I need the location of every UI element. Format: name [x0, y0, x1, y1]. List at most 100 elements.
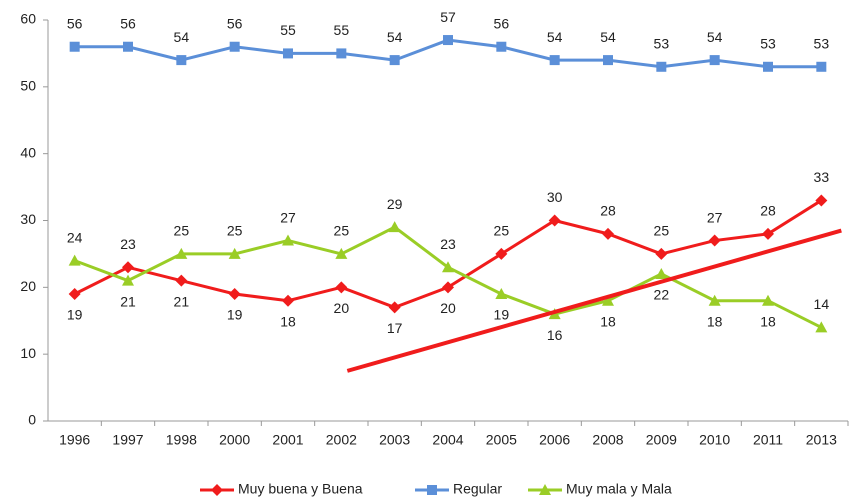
marker — [762, 294, 774, 306]
x-tick-label: 2005 — [486, 432, 517, 448]
marker — [763, 61, 773, 72]
data-label: 25 — [334, 223, 350, 239]
y-tick-label: 20 — [20, 278, 36, 294]
data-label: 24 — [67, 229, 83, 245]
y-tick-label: 40 — [20, 144, 36, 160]
marker — [655, 267, 668, 279]
marker — [708, 234, 721, 247]
y-tick-label: 30 — [20, 211, 36, 227]
data-label: 17 — [387, 320, 403, 336]
data-label: 30 — [547, 189, 563, 205]
data-label: 56 — [120, 15, 136, 31]
data-label: 14 — [814, 296, 830, 312]
x-tick-label: 2003 — [379, 432, 410, 448]
data-label: 25 — [174, 223, 190, 239]
x-tick-label: 2010 — [699, 432, 730, 448]
data-label: 25 — [227, 223, 243, 239]
marker — [762, 227, 774, 240]
marker — [388, 301, 401, 314]
data-label: 19 — [67, 307, 83, 323]
marker — [282, 294, 294, 307]
x-tick-label: 2008 — [592, 432, 623, 448]
marker — [69, 41, 80, 52]
marker — [123, 41, 133, 52]
marker — [175, 274, 188, 287]
y-tick-label: 0 — [28, 412, 36, 428]
marker — [282, 234, 294, 246]
x-tick-label: 2011 — [753, 432, 783, 448]
data-label: 55 — [280, 22, 296, 38]
marker — [495, 247, 508, 260]
marker — [548, 214, 561, 227]
marker — [283, 48, 293, 59]
data-label: 28 — [600, 203, 616, 219]
data-label: 57 — [440, 9, 456, 25]
data-label: 54 — [174, 29, 190, 45]
marker — [442, 281, 454, 294]
data-label: 54 — [387, 29, 403, 45]
marker — [816, 61, 827, 72]
marker — [656, 61, 667, 72]
data-label: 21 — [174, 293, 190, 309]
marker — [443, 35, 453, 46]
marker — [122, 274, 134, 286]
data-label: 18 — [760, 313, 776, 329]
marker — [708, 294, 721, 306]
marker — [335, 247, 348, 259]
data-label: 18 — [707, 313, 723, 329]
x-tick-label: 2002 — [326, 432, 357, 448]
marker — [603, 55, 613, 66]
marker — [176, 55, 187, 66]
data-label: 54 — [600, 29, 616, 45]
x-tick-label: 2004 — [432, 432, 463, 448]
data-label: 16 — [547, 327, 563, 343]
data-label: 19 — [494, 307, 510, 323]
x-tick-label: 2000 — [219, 432, 250, 448]
data-label: 18 — [600, 313, 616, 329]
marker — [709, 55, 720, 66]
marker — [211, 484, 223, 496]
marker — [815, 194, 828, 207]
marker — [228, 247, 241, 259]
marker — [68, 288, 81, 301]
marker — [68, 254, 81, 266]
data-label: 27 — [280, 209, 296, 225]
marker — [549, 55, 560, 66]
legend-label: Regular — [453, 481, 502, 497]
data-label: 28 — [760, 203, 776, 219]
marker — [495, 288, 508, 300]
data-label: 53 — [814, 35, 830, 51]
marker — [122, 261, 134, 274]
x-tick-label: 2009 — [646, 432, 677, 448]
data-label: 18 — [280, 313, 296, 329]
data-label: 33 — [814, 169, 830, 185]
data-label: 54 — [547, 29, 563, 45]
data-label: 55 — [334, 22, 350, 38]
marker — [335, 281, 348, 294]
data-label: 25 — [494, 223, 510, 239]
marker — [228, 288, 241, 301]
marker — [427, 485, 437, 495]
y-tick-label: 10 — [20, 345, 36, 361]
data-label: 20 — [440, 300, 456, 316]
marker — [442, 261, 454, 273]
data-label: 29 — [387, 196, 403, 212]
data-label: 22 — [654, 287, 670, 303]
data-label: 54 — [707, 29, 723, 45]
data-label: 23 — [440, 236, 456, 252]
x-tick-label: 2006 — [539, 432, 570, 448]
marker — [389, 55, 400, 66]
marker — [336, 48, 347, 59]
data-label: 25 — [654, 223, 670, 239]
data-label: 56 — [67, 15, 83, 31]
marker — [539, 484, 551, 495]
marker — [229, 41, 240, 52]
marker — [602, 227, 614, 240]
marker — [655, 247, 668, 260]
trend-line — [346, 228, 842, 373]
marker — [496, 41, 507, 52]
x-tick-label: 1997 — [112, 432, 143, 448]
marker — [602, 294, 614, 306]
legend-label: Muy mala y Mala — [566, 481, 672, 497]
